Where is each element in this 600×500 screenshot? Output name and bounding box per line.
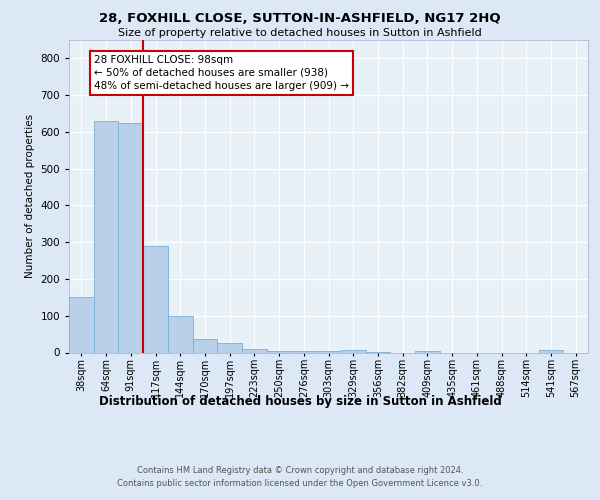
Text: Size of property relative to detached houses in Sutton in Ashfield: Size of property relative to detached ho…	[118, 28, 482, 38]
Text: Contains HM Land Registry data © Crown copyright and database right 2024.: Contains HM Land Registry data © Crown c…	[137, 466, 463, 475]
Bar	[217, 344, 242, 352]
Bar	[168, 316, 193, 352]
Bar	[415, 350, 440, 352]
Bar	[292, 351, 316, 352]
Bar	[94, 121, 118, 352]
Bar	[242, 349, 267, 352]
Text: Contains public sector information licensed under the Open Government Licence v3: Contains public sector information licen…	[118, 479, 482, 488]
Bar	[143, 246, 168, 352]
Bar	[69, 298, 94, 352]
Y-axis label: Number of detached properties: Number of detached properties	[25, 114, 35, 278]
Text: Distribution of detached houses by size in Sutton in Ashfield: Distribution of detached houses by size …	[98, 395, 502, 408]
Text: 28, FOXHILL CLOSE, SUTTON-IN-ASHFIELD, NG17 2HQ: 28, FOXHILL CLOSE, SUTTON-IN-ASHFIELD, N…	[99, 12, 501, 26]
Bar	[341, 350, 365, 352]
Text: 28 FOXHILL CLOSE: 98sqm
← 50% of detached houses are smaller (938)
48% of semi-d: 28 FOXHILL CLOSE: 98sqm ← 50% of detache…	[94, 54, 349, 91]
Bar	[118, 122, 143, 352]
Bar	[267, 350, 292, 352]
Bar	[539, 350, 563, 352]
Bar	[193, 338, 217, 352]
